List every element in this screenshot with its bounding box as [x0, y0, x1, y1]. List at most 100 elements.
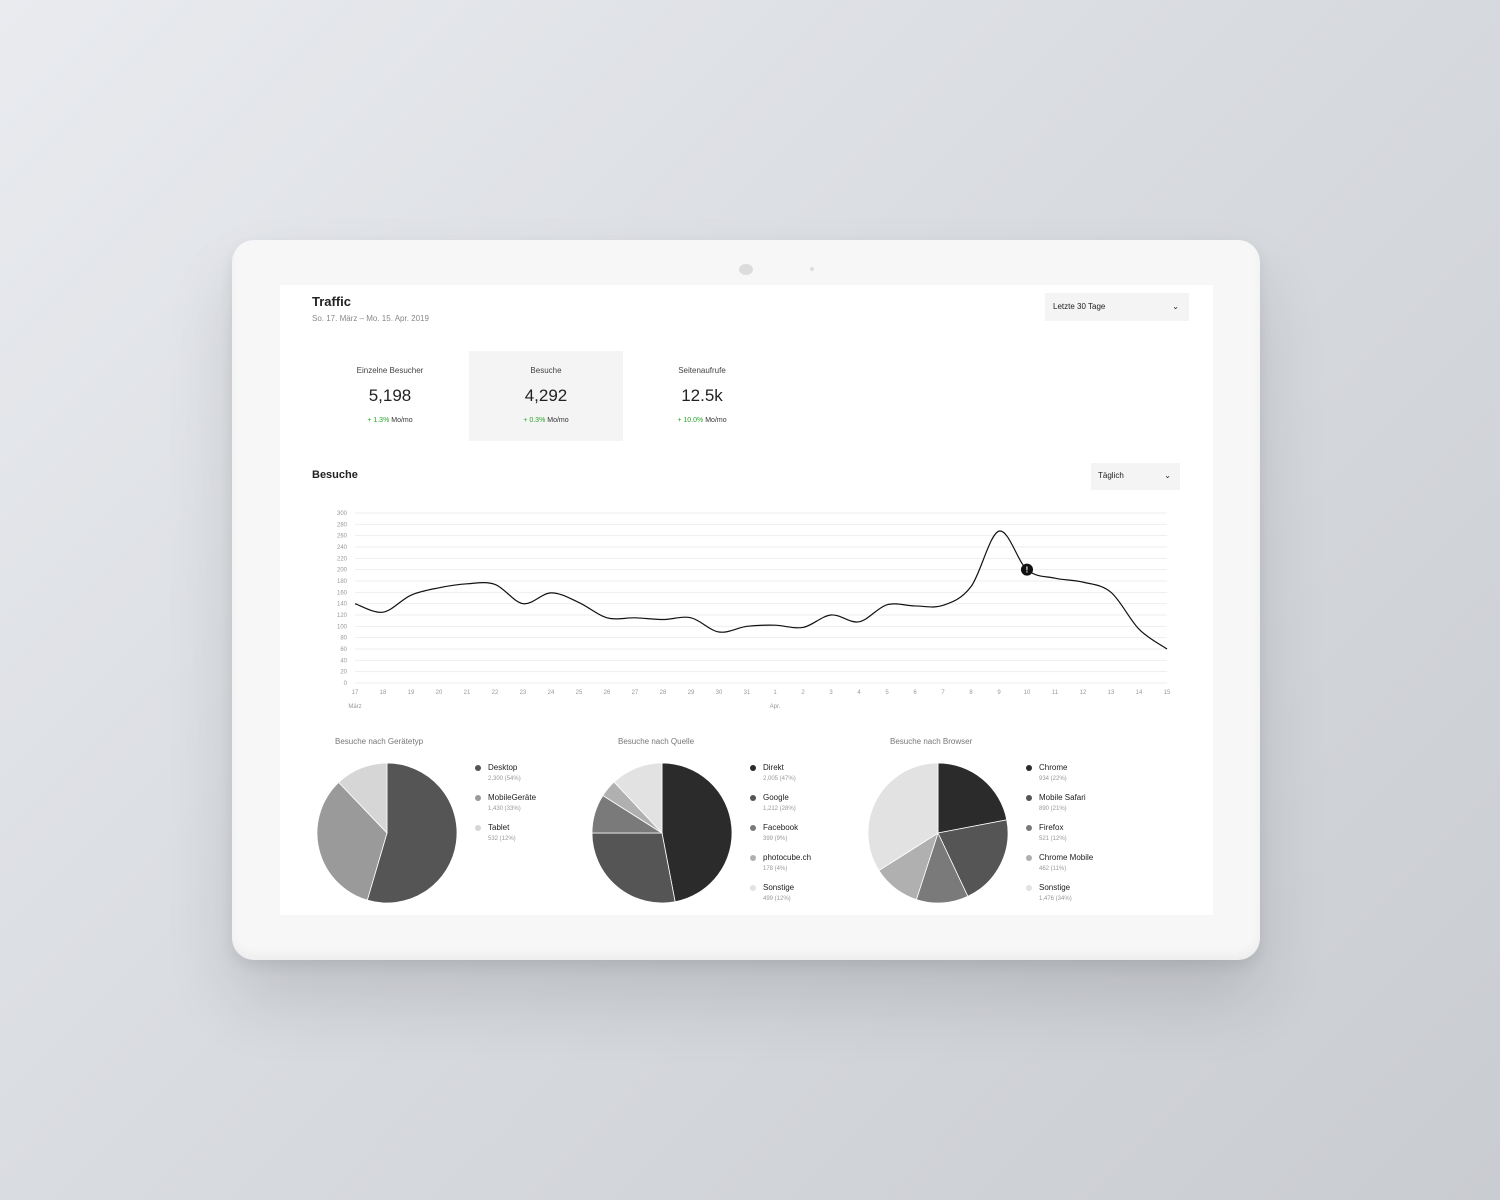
- x-tick-label: 18: [380, 690, 387, 696]
- x-tick-label: 17: [352, 690, 359, 696]
- date-range-select-value: Letzte 30 Tage: [1053, 302, 1106, 311]
- legend-swatch: [750, 855, 756, 861]
- x-tick-label: 24: [548, 690, 555, 696]
- pie-browser: Besuche nach Browser Chrome 934 (22%) Mobi…: [866, 737, 1126, 915]
- pie-chart: [316, 762, 458, 904]
- stat-card-visits[interactable]: Besuche 4,292 + 0.3% Mo/mo: [469, 351, 623, 441]
- legend-label: Google: [763, 793, 789, 802]
- x-tick-label: 13: [1108, 690, 1115, 696]
- stat-change: + 1.3% Mo/mo: [313, 417, 467, 424]
- x-tick-label: 27: [632, 690, 639, 696]
- legend-label: Direkt: [763, 763, 784, 772]
- pie-slice: [937, 819, 1009, 897]
- y-tick-label: 140: [337, 602, 348, 608]
- x-tick-label: 4: [857, 690, 861, 696]
- stat-label: Besuche: [530, 366, 562, 375]
- legend-value: 934 (22%): [1039, 776, 1067, 782]
- legend-label: Sonstige: [1039, 883, 1071, 892]
- pie-legend: Desktop 2,300 (54%) MobileGeräte 1,430 (33%…: [475, 763, 536, 853]
- legend-value: 178 (4%): [763, 866, 788, 872]
- legend-swatch: [1026, 885, 1032, 891]
- legend-item: Google 1,212 (28%): [750, 793, 811, 823]
- legend-swatch: [475, 765, 481, 771]
- x-tick-label: 28: [660, 690, 667, 696]
- pie-slice: [366, 762, 458, 904]
- legend-label: Chrome: [1039, 763, 1068, 772]
- x-tick-label: 23: [520, 690, 527, 696]
- y-tick-label: 100: [337, 624, 348, 630]
- stat-change-percent: + 1.3%: [367, 417, 390, 424]
- stat-card-pageviews[interactable]: Seitenaufrufe 12.5k + 10.0% Mo/mo: [625, 351, 779, 441]
- page-title: Traffic: [312, 294, 352, 309]
- legend-item: Desktop 2,300 (54%): [475, 763, 536, 793]
- legend-swatch: [750, 825, 756, 831]
- x-tick-label: 10: [1024, 690, 1031, 696]
- pie-slice: [937, 762, 1008, 834]
- y-tick-label: 60: [340, 647, 347, 653]
- date-range-select[interactable]: Letzte 30 Tage ⌄: [1045, 293, 1189, 321]
- legend-label: Firefox: [1039, 823, 1064, 832]
- exclamation-icon[interactable]: !: [1021, 563, 1033, 576]
- legend-label: MobileGeräte: [488, 793, 537, 802]
- stat-value: 12.5k: [681, 386, 723, 405]
- sensor: [810, 267, 814, 271]
- x-tick-label: 15: [1164, 690, 1171, 696]
- pie-title: Besuche nach Quelle: [618, 737, 695, 746]
- y-tick-label: 300: [337, 511, 348, 517]
- legend-label: photocube.ch: [763, 853, 812, 862]
- stat-change-period: Mo/mo: [705, 417, 727, 424]
- x-tick-label: 9: [997, 690, 1001, 696]
- pie-slice: [591, 832, 676, 904]
- legend-value: 1,212 (28%): [763, 806, 796, 812]
- legend-swatch: [475, 825, 481, 831]
- x-tick-label: 21: [464, 690, 471, 696]
- stat-change-period: Mo/mo: [547, 417, 569, 424]
- x-tick-label: 29: [688, 690, 695, 696]
- interval-select[interactable]: Täglich ⌄: [1091, 463, 1180, 490]
- y-tick-label: 0: [344, 681, 348, 687]
- exclamation-glyph: !: [1026, 566, 1029, 575]
- visits-line-chart: 0204060801001201401601802002202402602803…: [337, 511, 1171, 710]
- legend-item: Direkt 2,005 (47%): [750, 763, 811, 793]
- y-tick-label: 220: [337, 556, 348, 562]
- stat-label: Seitenaufrufe: [678, 366, 726, 375]
- date-range: So. 17. März – Mo. 15. Apr. 2019: [312, 314, 429, 323]
- legend-swatch: [475, 795, 481, 801]
- legend-value: 532 (12%): [488, 836, 516, 842]
- x-tick-label: 12: [1080, 690, 1087, 696]
- x-tick-label: 19: [408, 690, 415, 696]
- data-point-marker[interactable]: [1021, 563, 1033, 576]
- pie-title: Besuche nach Gerätetyp: [335, 737, 424, 746]
- stat-change-percent: + 10.0%: [677, 417, 704, 424]
- y-tick-label: 120: [337, 613, 348, 619]
- visits-section-title: Besuche: [312, 469, 358, 481]
- pie-legend: Direkt 2,005 (47%) Google 1,212 (28%) Facebo…: [750, 763, 811, 913]
- x-tick-label: 20: [436, 690, 443, 696]
- stat-card-unique-visitors[interactable]: Einzelne Besucher 5,198 + 1.3% Mo/mo: [313, 351, 467, 441]
- legend-label: Sonstige: [763, 883, 795, 892]
- pie-slice: [867, 762, 939, 872]
- legend-item: Chrome 934 (22%): [1026, 763, 1093, 793]
- legend-swatch: [1026, 825, 1032, 831]
- legend-swatch: [750, 795, 756, 801]
- legend-item: Mobile Safari 890 (21%): [1026, 793, 1093, 823]
- legend-label: Facebook: [763, 823, 799, 832]
- legend-item: MobileGeräte 1,430 (33%): [475, 793, 536, 823]
- x-tick-label: 31: [744, 690, 751, 696]
- y-tick-label: 20: [340, 670, 347, 676]
- y-tick-label: 260: [337, 534, 348, 540]
- legend-swatch: [1026, 795, 1032, 801]
- legend-value: 2,005 (47%): [763, 776, 796, 782]
- x-tick-label: 11: [1052, 690, 1059, 696]
- legend-value: 1,476 (34%): [1039, 896, 1072, 902]
- pie-source: Besuche nach Quelle Direkt 2,005 (47%) Goo…: [590, 737, 850, 915]
- pie-chart: [591, 762, 733, 904]
- legend-label: Chrome Mobile: [1039, 853, 1094, 862]
- stat-value: 4,292: [524, 386, 568, 405]
- pie-chart: [867, 762, 1009, 904]
- legend-swatch: [750, 765, 756, 771]
- interval-select-value: Täglich: [1098, 471, 1124, 480]
- x-tick-label: 30: [716, 690, 723, 696]
- legend-item: Tablet 532 (12%): [475, 823, 536, 853]
- legend-label: Tablet: [488, 823, 510, 832]
